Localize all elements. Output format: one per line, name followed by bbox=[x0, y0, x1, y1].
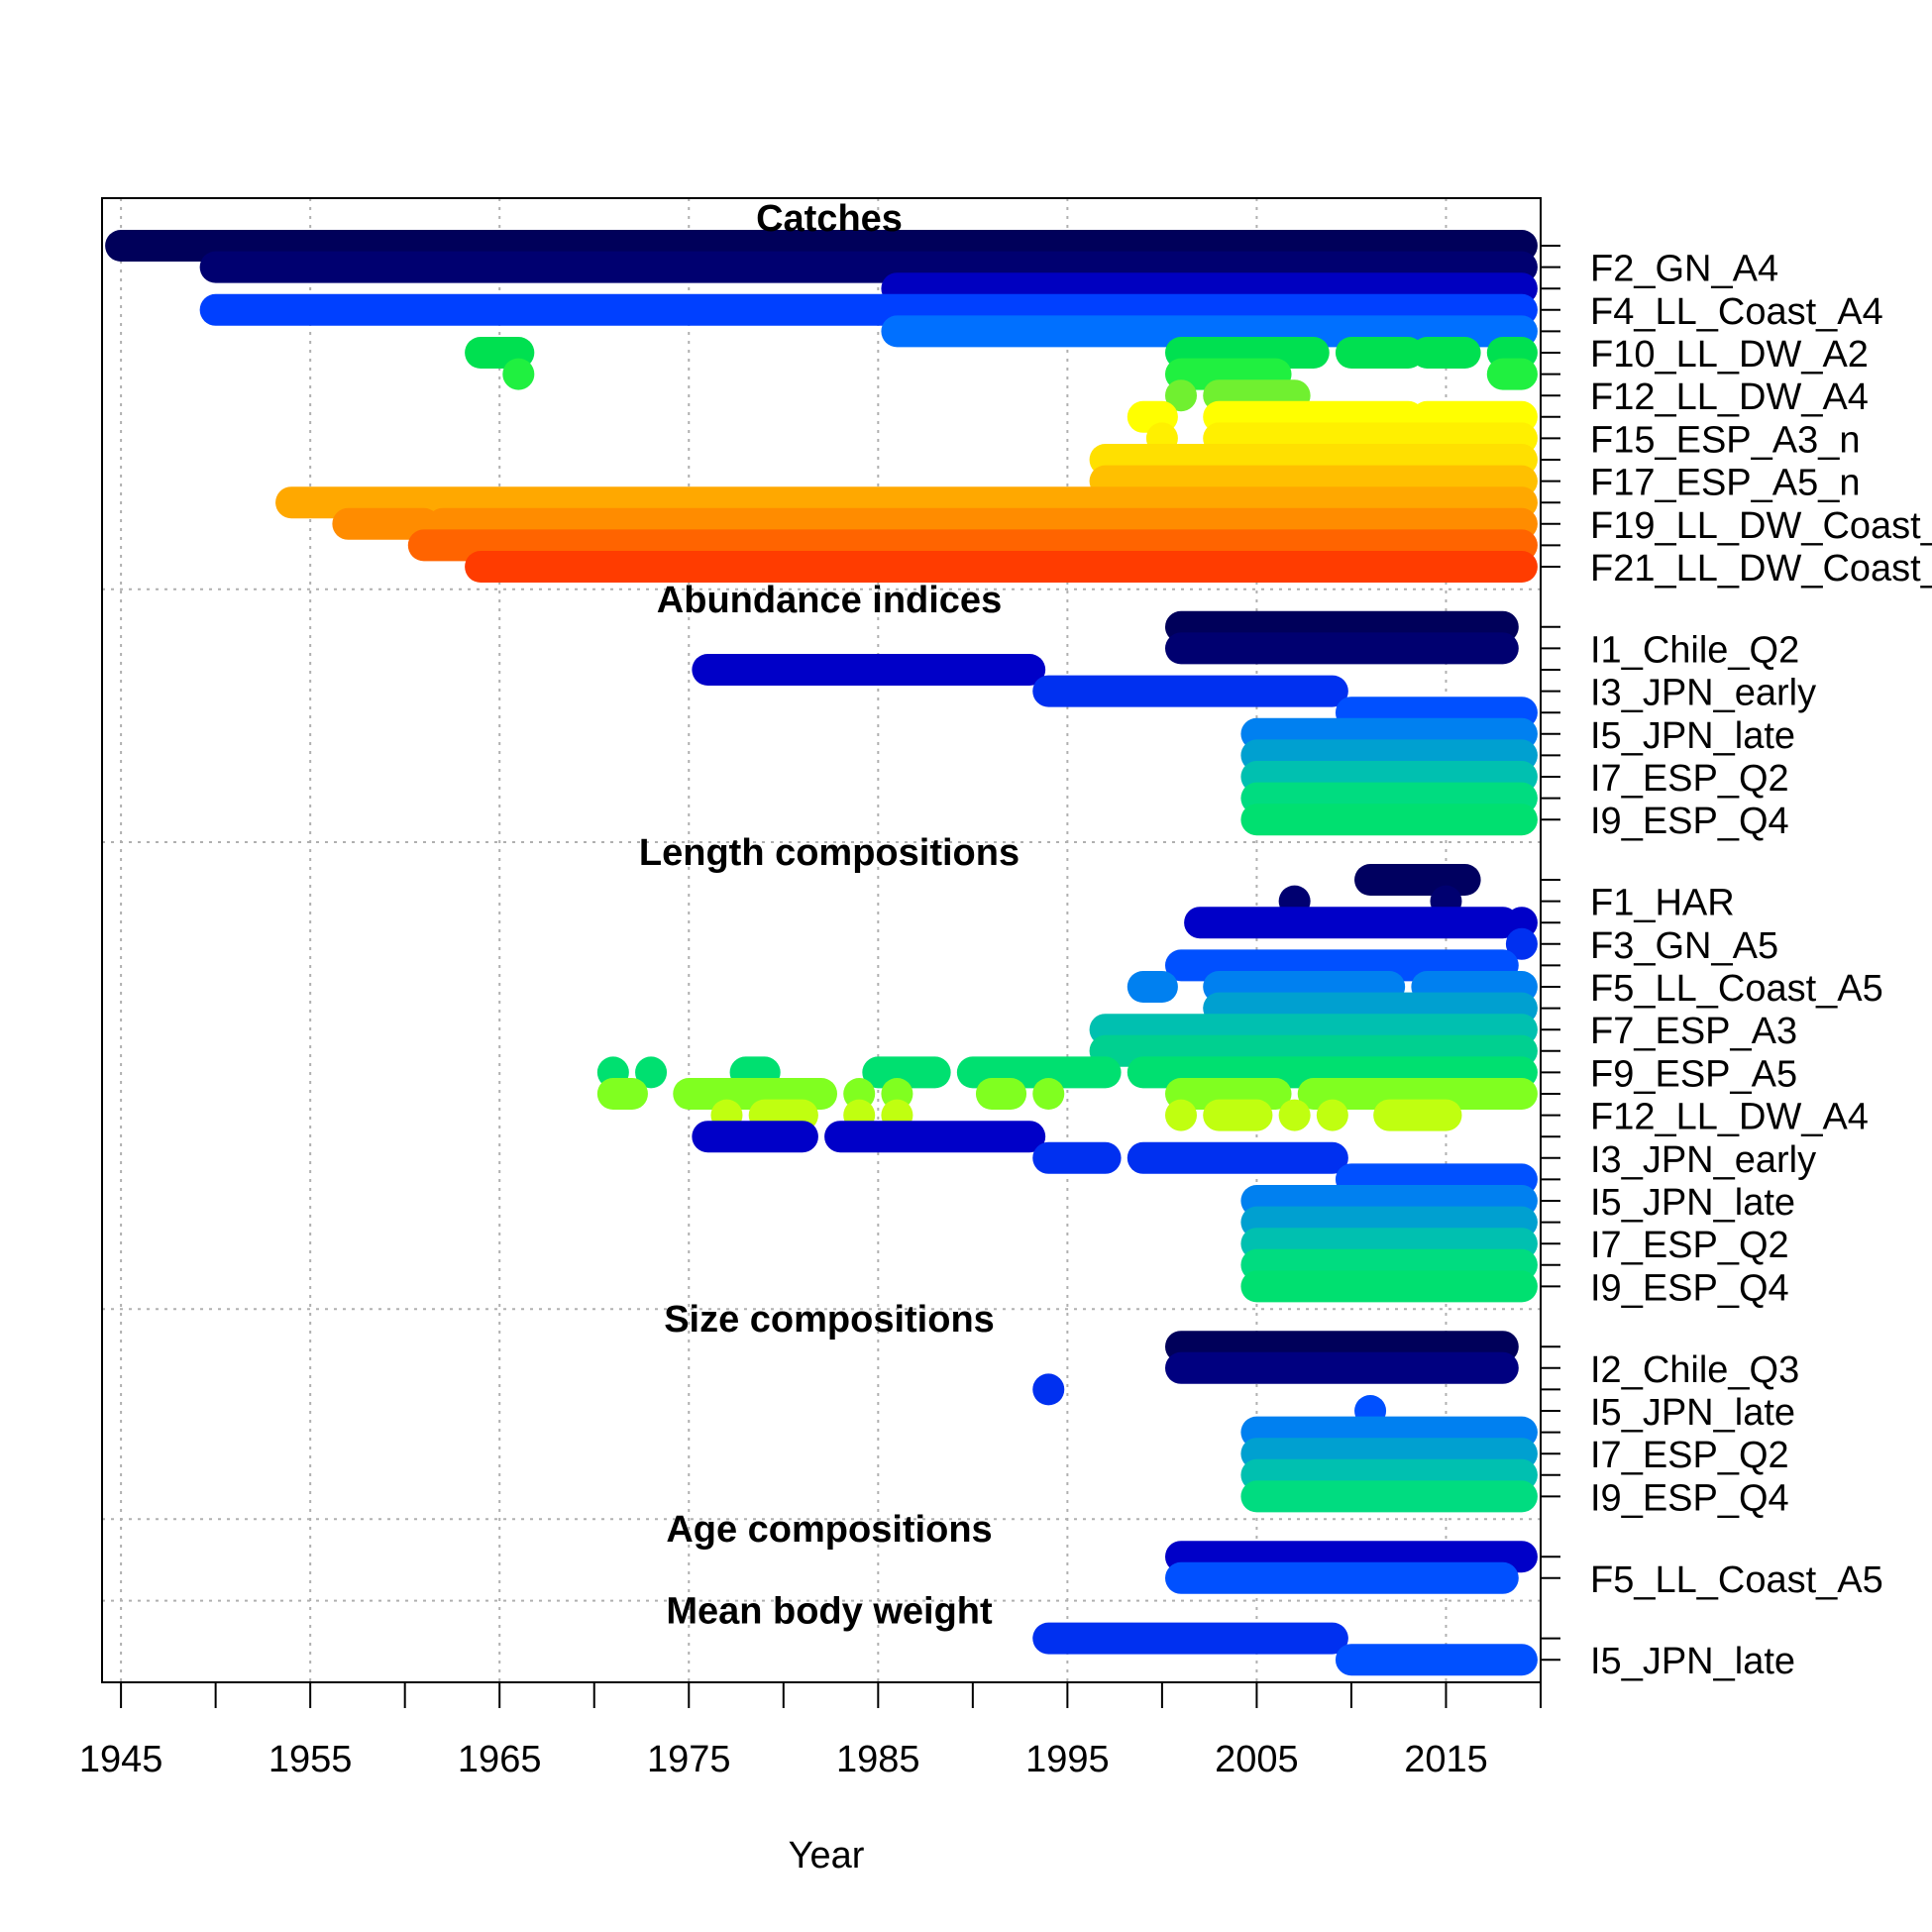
x-tick-label: 1945 bbox=[79, 1739, 163, 1780]
x-tick-label: 1985 bbox=[836, 1739, 920, 1780]
section-titles: Catches Abundance indices Length compositi… bbox=[639, 198, 1020, 1633]
section-title: Mean body weight bbox=[666, 1591, 993, 1633]
right-axis bbox=[1541, 245, 1560, 1662]
row-label: F10_LL_DW_A2 bbox=[1590, 334, 1869, 376]
row-label: I1_Chile_Q2 bbox=[1590, 629, 1799, 671]
row-label: F1_HAR bbox=[1590, 883, 1735, 924]
row-label: I3_JPN_early bbox=[1590, 673, 1816, 714]
row-label: I2_Chile_Q3 bbox=[1590, 1349, 1799, 1391]
section-title: Length compositions bbox=[639, 832, 1020, 874]
row-label: F17_ESP_A5_n bbox=[1590, 463, 1861, 504]
row-label: I7_ESP_Q2 bbox=[1590, 758, 1789, 800]
section-title: Size compositions bbox=[664, 1299, 995, 1341]
row-label: I5_JPN_late bbox=[1590, 1641, 1795, 1682]
x-axis-label: Year bbox=[789, 1835, 865, 1877]
row-label: F5_LL_Coast_A5 bbox=[1590, 1559, 1883, 1601]
row-label: I9_ESP_Q4 bbox=[1590, 801, 1789, 842]
row-label: F21_LL_DW_Coast_A5 bbox=[1590, 548, 1932, 590]
row-label: I7_ESP_Q2 bbox=[1590, 1225, 1789, 1266]
row-label: I5_JPN_late bbox=[1590, 1392, 1795, 1434]
x-tick-label: 1955 bbox=[268, 1739, 353, 1780]
row-label: F15_ESP_A3_n bbox=[1590, 419, 1861, 461]
row-label: F5_LL_Coast_A5 bbox=[1590, 968, 1883, 1010]
row-label: F2_GN_A4 bbox=[1590, 249, 1778, 290]
row-label: I9_ESP_Q4 bbox=[1590, 1267, 1789, 1309]
row-label: I5_JPN_late bbox=[1590, 1182, 1795, 1224]
row-label: F3_GN_A5 bbox=[1590, 925, 1778, 967]
row-label: I7_ESP_Q2 bbox=[1590, 1435, 1789, 1476]
section-title: Age compositions bbox=[666, 1509, 992, 1551]
section-title: Catches bbox=[756, 198, 903, 240]
row-label: I5_JPN_late bbox=[1590, 715, 1795, 757]
x-tick-label: 1995 bbox=[1025, 1739, 1110, 1780]
row-label: F19_LL_DW_Coast_A4 bbox=[1590, 505, 1932, 547]
bars-layer bbox=[105, 230, 1538, 1676]
row-label: F7_ESP_A3 bbox=[1590, 1011, 1797, 1052]
x-tick-label: 1975 bbox=[647, 1739, 731, 1780]
row-labels: F2_GN_A4F4_LL_Coast_A4F10_LL_DW_A2F12_LL… bbox=[1590, 249, 1932, 1683]
x-tick-label: 1965 bbox=[458, 1739, 542, 1780]
x-axis: 1945 1955 1965 1975 1985 1995 2005 2015 bbox=[79, 1682, 1542, 1780]
row-label: F9_ESP_A5 bbox=[1590, 1053, 1797, 1095]
row-label: F12_LL_DW_A4 bbox=[1590, 376, 1869, 418]
plot-frame bbox=[101, 197, 1542, 1683]
row-label: F12_LL_DW_A4 bbox=[1590, 1097, 1869, 1138]
row-label: I9_ESP_Q4 bbox=[1590, 1477, 1789, 1519]
grid-layer bbox=[120, 198, 1448, 1682]
x-tick-label: 2015 bbox=[1404, 1739, 1488, 1780]
row-label: F4_LL_Coast_A4 bbox=[1590, 291, 1883, 333]
row-label: I3_JPN_early bbox=[1590, 1139, 1816, 1181]
section-title: Abundance indices bbox=[657, 580, 1002, 621]
x-tick-label: 2005 bbox=[1215, 1739, 1299, 1780]
